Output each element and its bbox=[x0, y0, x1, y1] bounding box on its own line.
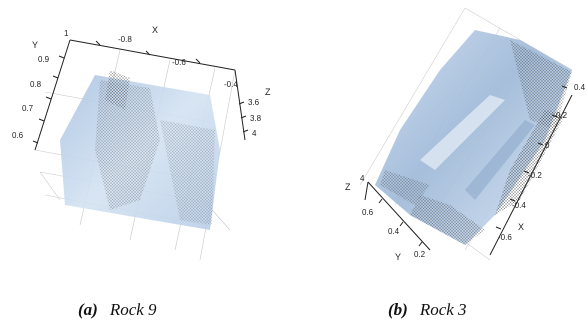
z-axis-label: Z bbox=[265, 87, 271, 97]
z-axis-label: Z bbox=[345, 182, 351, 192]
x-tick: -0.4 bbox=[512, 201, 526, 210]
y-tick: 0.8 bbox=[30, 80, 42, 89]
x-tick: -0.8 bbox=[118, 35, 132, 44]
x-axis-label: X bbox=[152, 25, 158, 35]
figure-rock-3: Z X Y 4 0.4 0.2 0 -0.2 -0.4 -0.6 0.6 0.4… bbox=[290, 0, 587, 319]
y-tick: 1 bbox=[64, 29, 69, 38]
axis-lines bbox=[364, 85, 573, 256]
y-tick: 0.2 bbox=[414, 250, 426, 259]
x-tick: -0.4 bbox=[224, 80, 238, 89]
caption-text: Rock 9 bbox=[109, 300, 157, 319]
z-tick: 3.8 bbox=[250, 114, 262, 123]
y-tick: 0.9 bbox=[38, 55, 50, 64]
y-axis-label: Y bbox=[395, 252, 401, 262]
x-tick: -0.6 bbox=[172, 58, 186, 67]
x-tick: 0 bbox=[545, 141, 550, 150]
rock-surface bbox=[60, 70, 220, 230]
caption-text: Rock 3 bbox=[419, 300, 467, 319]
axis-labels: Z X Y 4 0.4 0.2 0 -0.2 -0.4 -0.6 0.6 0.4… bbox=[345, 83, 586, 262]
plot-3d-rock-3: Z X Y 4 0.4 0.2 0 -0.2 -0.4 -0.6 0.6 0.4… bbox=[345, 7, 586, 262]
y-tick: 0.4 bbox=[388, 227, 400, 236]
x-tick: 0.4 bbox=[574, 83, 586, 92]
x-tick: -0.6 bbox=[498, 233, 512, 242]
figure-rock-9: X Y Z -0.8 -0.6 -0.4 1 0.9 0.8 0.7 0.6 3… bbox=[0, 0, 290, 319]
x-tick: -0.2 bbox=[528, 171, 542, 180]
x-tick: 0.2 bbox=[556, 111, 568, 120]
y-tick: 0.6 bbox=[362, 208, 374, 217]
z-tick: 4 bbox=[252, 129, 257, 138]
caption-rock-9: (a) Rock 9 bbox=[78, 300, 157, 320]
axis-labels: X Y Z -0.8 -0.6 -0.4 1 0.9 0.8 0.7 0.6 3… bbox=[12, 25, 271, 140]
z-tick: 3.6 bbox=[248, 98, 260, 107]
y-tick: 0.7 bbox=[22, 104, 34, 113]
rock-surface bbox=[375, 30, 572, 245]
z-tick: 4 bbox=[360, 174, 365, 183]
y-axis-label: Y bbox=[32, 40, 38, 50]
caption-letter: (a) bbox=[78, 300, 98, 319]
caption-rock-3: (b) Rock 3 bbox=[388, 300, 467, 320]
y-tick: 0.6 bbox=[12, 131, 24, 140]
axis-lines bbox=[32, 39, 249, 151]
plot-3d-rock-9: X Y Z -0.8 -0.6 -0.4 1 0.9 0.8 0.7 0.6 3… bbox=[12, 25, 271, 261]
caption-letter: (b) bbox=[388, 300, 408, 319]
x-axis-label: X bbox=[518, 222, 524, 232]
